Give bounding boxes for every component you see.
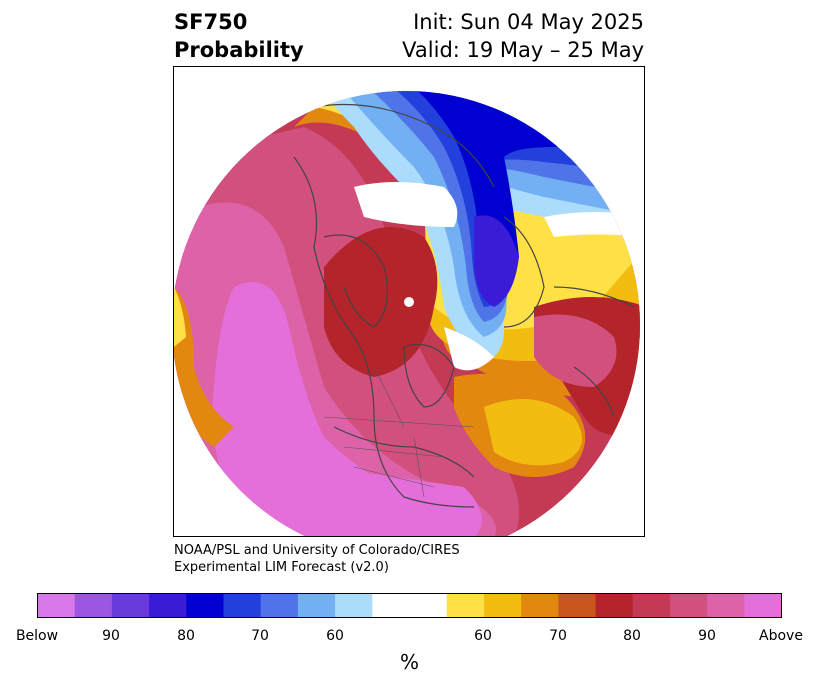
colorbar-swatch bbox=[707, 593, 745, 618]
coastline-lines bbox=[293, 103, 640, 508]
tick-below-80: 80 bbox=[177, 628, 195, 644]
colorbar-swatch bbox=[260, 593, 299, 618]
colorbar-swatch bbox=[558, 593, 596, 618]
init-date: Init: Sun 04 May 2025 bbox=[413, 10, 644, 34]
colorbar-swatch bbox=[74, 593, 113, 618]
title-left: SF750 Probability bbox=[174, 8, 304, 64]
country-border-lines bbox=[323, 126, 640, 498]
tick-below-70: 70 bbox=[251, 628, 269, 644]
tick-above-70: 70 bbox=[549, 628, 567, 644]
neutral-gap-2 bbox=[444, 327, 494, 371]
credit: NOAA/PSL and University of Colorado/CIRE… bbox=[174, 542, 460, 576]
colorbar-swatch bbox=[521, 593, 559, 618]
colorbar-swatch bbox=[186, 593, 224, 618]
tick-below-90: 90 bbox=[102, 628, 120, 644]
variable-title: SF750 bbox=[174, 10, 248, 34]
credit-line-1: NOAA/PSL and University of Colorado/CIRE… bbox=[174, 543, 460, 558]
credit-line-2: Experimental LIM Forecast (v2.0) bbox=[174, 560, 389, 575]
forecast-map bbox=[174, 91, 640, 536]
pacific-yellow-edge bbox=[174, 287, 186, 347]
colorbar-outline bbox=[37, 593, 782, 618]
map-frame bbox=[173, 66, 645, 537]
neutral-gap-1 bbox=[354, 182, 458, 227]
colorbar-ticks: Below 90 80 70 60 60 70 80 90 Above bbox=[0, 628, 819, 648]
valid-range: Valid: 19 May – 25 May bbox=[402, 38, 644, 62]
pole-dot bbox=[404, 297, 414, 307]
pacific-peak bbox=[212, 282, 444, 536]
neutral-gap-3 bbox=[544, 212, 640, 237]
tick-below-60: 60 bbox=[326, 628, 344, 644]
probability-title: Probability bbox=[174, 38, 304, 62]
colorbar bbox=[37, 593, 782, 618]
colorbar-swatch bbox=[297, 593, 336, 618]
colorbar-swatch bbox=[632, 593, 671, 618]
tick-above-60: 60 bbox=[474, 628, 492, 644]
us-peak bbox=[314, 467, 482, 536]
colorbar-swatch bbox=[446, 593, 485, 618]
europe-pink bbox=[534, 314, 617, 387]
colorbar-unit: % bbox=[399, 650, 419, 674]
colorbar-swatch bbox=[744, 593, 782, 618]
tick-above-90: 90 bbox=[698, 628, 716, 644]
tick-above: Above bbox=[759, 628, 803, 644]
colorbar-swatch bbox=[595, 593, 634, 618]
colorbar-swatch bbox=[669, 593, 708, 618]
colorbar-swatch bbox=[37, 593, 76, 618]
colorbar-swatch bbox=[111, 593, 150, 618]
colorbar-swatch bbox=[149, 593, 187, 618]
colorbar-swatches bbox=[37, 593, 782, 618]
title-right: Init: Sun 04 May 2025 Valid: 19 May – 25… bbox=[402, 8, 644, 64]
colorbar-swatch bbox=[223, 593, 262, 618]
colorbar-swatch bbox=[372, 593, 410, 618]
colorbar-swatch bbox=[409, 593, 448, 618]
colorbar-swatch bbox=[335, 593, 373, 618]
siberia-core bbox=[474, 215, 519, 307]
colorbar-swatch bbox=[483, 593, 522, 618]
tick-above-80: 80 bbox=[623, 628, 641, 644]
atlantic-gold bbox=[484, 399, 582, 466]
hudson-red bbox=[324, 227, 438, 377]
east-violet bbox=[504, 91, 640, 107]
pacific-orange-edge bbox=[174, 287, 234, 447]
tick-below: Below bbox=[15, 628, 59, 644]
